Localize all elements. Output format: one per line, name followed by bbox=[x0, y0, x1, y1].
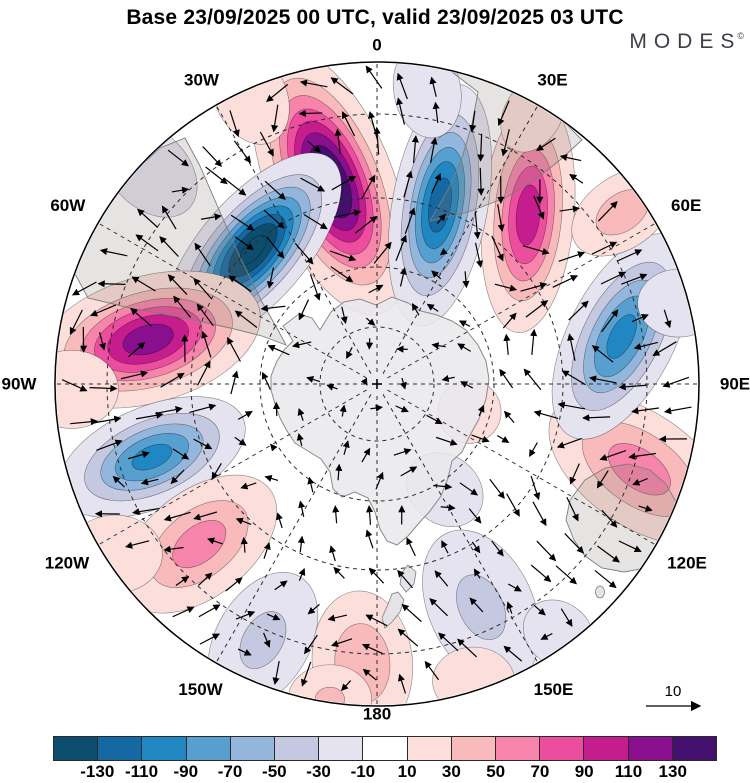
colorbar-cell bbox=[672, 737, 717, 760]
lon-label-60W: 60W bbox=[50, 196, 86, 215]
colorbar-tick: 10 bbox=[397, 762, 417, 781]
antarctica bbox=[270, 296, 490, 546]
lon-label-90E: 90E bbox=[720, 375, 750, 394]
page-title: Base 23/09/2025 00 UTC, valid 23/09/2025… bbox=[126, 6, 624, 29]
colorbar-cell bbox=[540, 737, 585, 760]
pole-marker bbox=[372, 379, 382, 389]
colorbar-tick: -50 bbox=[262, 762, 287, 781]
colorbar-tick: -70 bbox=[217, 762, 243, 781]
colorbar-tick: -110 bbox=[124, 762, 159, 781]
colorbar-tick: -10 bbox=[350, 762, 376, 781]
lon-label-0: 0 bbox=[372, 36, 381, 55]
tasmania bbox=[595, 585, 605, 599]
lon-label-150W: 150W bbox=[178, 680, 223, 699]
lon-label-150E: 150E bbox=[534, 680, 574, 699]
modes-logo: MODES© bbox=[629, 30, 744, 54]
colorbar-tick: 70 bbox=[530, 762, 550, 781]
colorbar-tick: 50 bbox=[486, 762, 506, 781]
colorbar-cell bbox=[230, 737, 276, 760]
colorbar-ticks: -130 -110 -90 -70 -50 -30 -10 10 30 50 70 90 110 130 bbox=[0, 762, 750, 783]
colorbar-cell bbox=[451, 737, 497, 760]
lon-label-60E: 60E bbox=[671, 196, 701, 215]
colorbar-cell bbox=[496, 737, 541, 760]
colorbar-cell bbox=[186, 737, 231, 760]
colorbar-cell bbox=[407, 737, 452, 760]
colorbar-cell bbox=[142, 737, 187, 760]
copyright-mark: © bbox=[737, 31, 744, 41]
map-canvas: 0 30E 60E 90E 120E 150E 180 150W 120W 90W 60W 30W 10 bbox=[2, 36, 750, 724]
colorbar-cell bbox=[54, 737, 99, 760]
modes-logo-text: MODES bbox=[629, 30, 742, 53]
wind-scale: 10 bbox=[646, 683, 702, 712]
colorbar-tick: 110 bbox=[614, 762, 643, 781]
colorbar-cell bbox=[584, 737, 629, 760]
colorbar bbox=[53, 736, 717, 761]
lon-label-30W: 30W bbox=[184, 71, 220, 90]
lon-label-90W: 90W bbox=[2, 375, 38, 394]
colorbar-cell bbox=[98, 737, 143, 760]
map-boundary bbox=[54, 61, 700, 707]
lon-label-30E: 30E bbox=[537, 71, 567, 90]
colorbar-tick: 90 bbox=[574, 762, 594, 781]
colorbar-tick: -130 bbox=[80, 762, 115, 781]
colorbar-cell bbox=[363, 737, 408, 760]
colorbar-cell bbox=[628, 737, 673, 760]
colorbar-tick: 30 bbox=[441, 762, 461, 781]
lon-label-180: 180 bbox=[363, 705, 391, 724]
colorbar-tick: 130 bbox=[658, 762, 687, 781]
wind-scale-label: 10 bbox=[665, 683, 682, 700]
wind-vectors bbox=[61, 65, 692, 694]
colorbar-cell bbox=[275, 737, 320, 760]
graticule bbox=[56, 63, 698, 705]
lon-label-120E: 120E bbox=[667, 554, 707, 573]
colorbar-tick: -30 bbox=[306, 762, 331, 781]
colorbar-tick: -90 bbox=[173, 762, 199, 781]
colorbar-cell bbox=[319, 737, 364, 760]
lon-label-120W: 120W bbox=[45, 554, 90, 573]
